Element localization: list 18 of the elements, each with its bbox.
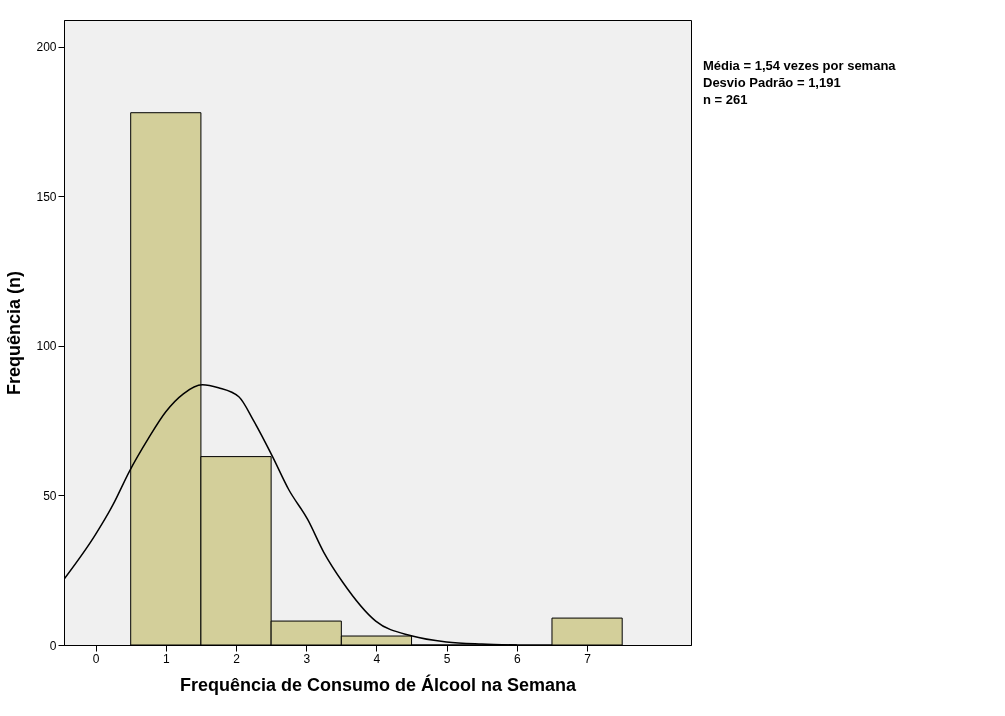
y-tick-label: 100	[36, 339, 57, 354]
x-axis-title: Frequência de Consumo de Álcool na Semana	[179, 673, 578, 695]
x-tick-label: 4	[373, 651, 381, 666]
x-tick-label: 3	[303, 651, 311, 666]
x-tick-label: 0	[92, 651, 100, 666]
text: Desvio Padrão = 1,191	[703, 75, 841, 90]
x-tick-label: 7	[584, 651, 592, 666]
x-tick-label: 1	[162, 651, 170, 666]
text: n = 261	[703, 92, 748, 107]
x-tick-label: 5	[443, 651, 451, 666]
y-tick-label: 200	[36, 40, 57, 55]
y-tick-label: 150	[36, 189, 57, 204]
x-tick-label: 2	[233, 651, 241, 666]
text: Média = 1,54 vezes por semana	[703, 58, 897, 73]
y-tick-label: 50	[43, 488, 57, 503]
y-axis-title: Frequência (n)	[4, 270, 25, 396]
y-tick-label: 0	[49, 638, 57, 653]
x-tick-label: 6	[514, 651, 522, 666]
